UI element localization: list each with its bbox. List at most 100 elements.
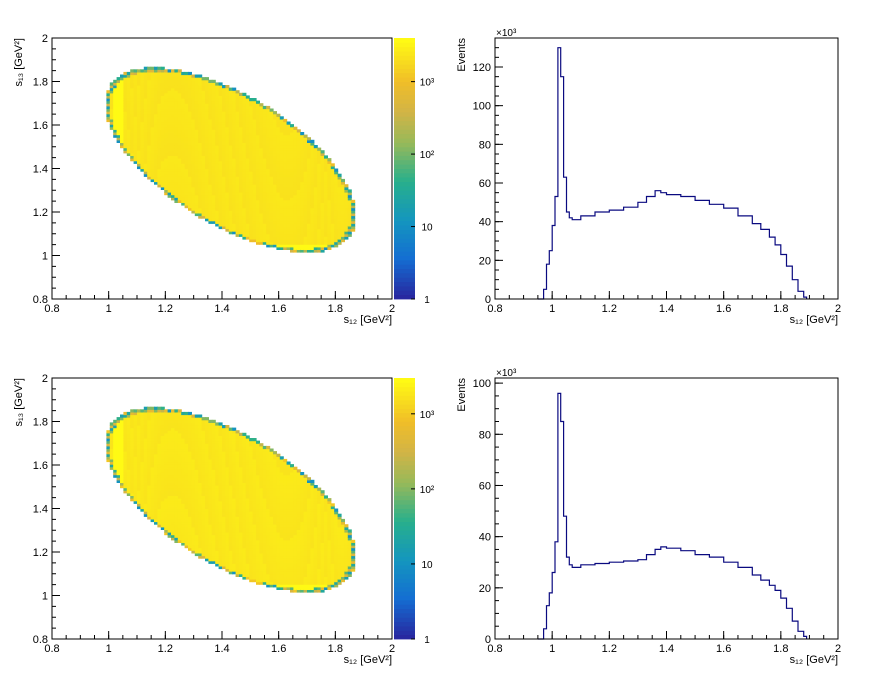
heatmap-cell: [164, 495, 169, 499]
heatmap-cell: [262, 165, 267, 170]
heatmap-cell: [154, 422, 158, 426]
heatmap-cell: [208, 492, 213, 496]
heatmap-cell: [140, 500, 145, 504]
heatmap-cell: [293, 249, 298, 253]
heatmap-cell: [222, 158, 226, 162]
heatmap-cell: [232, 199, 237, 203]
heatmap-cell: [266, 108, 271, 112]
heatmap-cell: [300, 233, 305, 237]
heatmap-cell: [205, 124, 209, 128]
heatmap-cell: [130, 495, 135, 499]
heatmap-cell: [167, 534, 172, 538]
heatmap-cell: [167, 500, 172, 504]
heatmap-cell: [181, 189, 186, 193]
heatmap-cell: [242, 186, 247, 190]
heatmap-cell: [147, 508, 152, 512]
heatmap-cell: [174, 505, 179, 510]
heatmap-cell: [123, 121, 128, 125]
heatmap-cell: [191, 79, 196, 83]
heatmap-cell: [205, 440, 209, 444]
heatmap-cell: [184, 145, 189, 149]
heatmap-cell: [215, 542, 220, 546]
heatmap-cell: [109, 108, 114, 112]
heatmap-cell: [188, 95, 192, 99]
heatmap-cell: [147, 87, 152, 91]
heatmap-cell: [150, 472, 155, 476]
heatmap-cell: [157, 66, 162, 70]
heatmap-cell: [167, 186, 172, 190]
heatmap-cell: [276, 212, 281, 217]
heatmap-cell: [211, 176, 216, 180]
heatmap-cell: [256, 113, 260, 117]
heatmap-cell: [177, 456, 182, 460]
heatmap-cell: [109, 445, 114, 450]
heatmap-cell: [194, 103, 199, 107]
heatmap-cell: [191, 513, 196, 517]
heatmap-cell: [208, 438, 213, 442]
heatmap-cell: [150, 66, 155, 70]
y-tick-label: 1.8: [33, 77, 48, 89]
heatmap-cell: [126, 417, 131, 421]
heatmap-cell: [303, 189, 308, 193]
heatmap-cell: [140, 108, 145, 112]
heatmap-cell: [262, 192, 267, 196]
heatmap-cell: [188, 82, 192, 86]
heatmap-cell: [300, 202, 305, 206]
heatmap-cell: [130, 98, 135, 102]
heatmap-cell: [160, 92, 165, 96]
heatmap-cell: [194, 79, 199, 83]
heatmap-cell: [273, 111, 277, 115]
heatmap-cell: [184, 417, 189, 421]
heatmap-cell: [160, 427, 165, 431]
heatmap-cell: [266, 205, 271, 209]
heatmap-cell: [303, 145, 308, 149]
heatmap-cell: [191, 139, 196, 143]
heatmap-cell: [157, 134, 162, 138]
heatmap-cell: [191, 498, 196, 502]
heatmap-cell: [262, 111, 267, 115]
heatmap-cell: [171, 189, 175, 193]
heatmap-cell: [208, 440, 213, 444]
heatmap-cell: [327, 176, 332, 180]
heatmap-cell: [218, 152, 223, 156]
heatmap-cell: [106, 108, 111, 112]
heatmap-cell: [330, 218, 335, 222]
heatmap-cell: [262, 105, 267, 110]
heatmap-cell: [140, 466, 145, 470]
heatmap-cell: [106, 435, 111, 439]
heatmap-cell: [218, 189, 223, 193]
heatmap-cell: [130, 422, 135, 426]
heatmap-cell: [177, 116, 182, 120]
heatmap-cell: [194, 202, 199, 206]
heatmap-cell: [123, 105, 128, 110]
heatmap-cell: [296, 241, 301, 245]
heatmap-cell: [218, 165, 223, 170]
heatmap-cell: [157, 111, 162, 115]
heatmap-cell: [208, 160, 213, 164]
heatmap-cell: [235, 178, 240, 183]
heatmap-cell: [296, 212, 301, 217]
heatmap-cell: [249, 147, 254, 151]
heatmap-cell: [198, 466, 203, 470]
heatmap-cell: [303, 171, 308, 175]
heatmap-cell: [181, 152, 186, 156]
heatmap-cell: [286, 215, 291, 219]
heatmap-cell: [279, 181, 284, 185]
heatmap-cell: [140, 77, 145, 81]
heatmap-cell: [177, 82, 182, 86]
heatmap-cell: [198, 430, 203, 434]
heatmap-cell: [198, 121, 203, 125]
heatmap-cell: [130, 445, 135, 450]
heatmap-cell: [150, 498, 155, 502]
heatmap-cell: [296, 223, 301, 227]
heatmap-cell: [198, 545, 203, 549]
heatmap-cell: [211, 212, 216, 217]
heatmap-cell: [188, 485, 192, 489]
heatmap-cell: [211, 440, 216, 444]
heatmap-cell: [208, 469, 213, 473]
heatmap-cell: [167, 430, 172, 434]
heatmap-cell: [286, 129, 291, 133]
heatmap-cell: [293, 126, 298, 130]
heatmap-cell: [252, 199, 257, 203]
heatmap-cell: [157, 150, 162, 154]
